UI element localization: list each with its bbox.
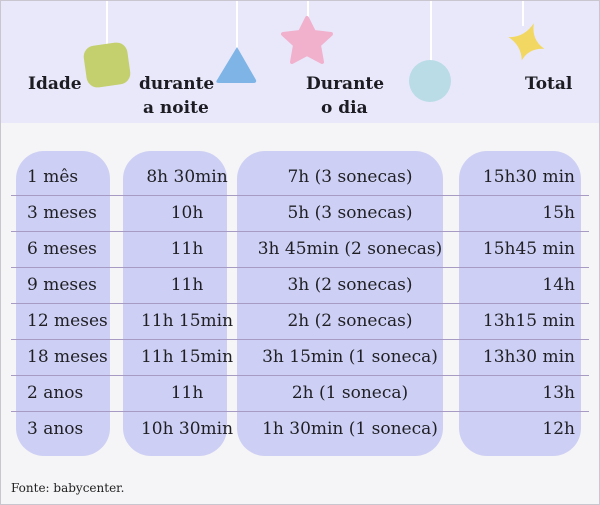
cell-total: 14h: [542, 275, 575, 295]
cell-day: 2h (1 soneca): [291, 383, 409, 403]
cell-total: 13h: [542, 383, 575, 403]
cell-day: 5h (3 sonecas): [287, 203, 413, 223]
yellow-star-toy-icon: [508, 23, 545, 61]
cell-total: 13h15 min: [482, 311, 575, 331]
cell-day: 2h (2 sonecas): [287, 311, 413, 331]
cell-total: 12h: [542, 419, 575, 439]
table-row: 1 mês 8h 30min 7h (3 sonecas) 15h30 min: [11, 159, 589, 195]
header-age: Idade: [28, 74, 82, 94]
cell-age: 3 meses: [27, 203, 97, 223]
cell-total: 15h30 min: [482, 167, 575, 187]
header-night-line1: durante: [139, 74, 215, 94]
cell-night: 10h 30min: [140, 419, 234, 439]
cell-night: 11h 15min: [140, 347, 234, 367]
cell-night: 8h 30min: [146, 167, 228, 187]
row-divider: [11, 195, 589, 196]
cell-age: 18 meses: [27, 347, 108, 367]
cell-night: 11h: [170, 275, 204, 295]
cell-night: 11h: [170, 239, 204, 259]
table-row: 12 meses 11h 15min 2h (2 sonecas) 13h15 …: [11, 303, 589, 339]
table-row: 6 meses 11h 3h 45min (2 sonecas) 15h45 m…: [11, 231, 589, 267]
row-divider: [11, 231, 589, 232]
square-toy-icon: [83, 42, 131, 88]
hanger-string: [236, 1, 238, 51]
cell-total: 15h: [542, 203, 575, 223]
source-note: Fonte: babycenter.: [11, 481, 125, 495]
cell-age: 12 meses: [27, 311, 108, 331]
pink-star-toy-icon: [281, 16, 333, 64]
header-total: Total: [525, 74, 573, 94]
cell-total: 13h30 min: [482, 347, 575, 367]
table-row: 9 meses 11h 3h (2 sonecas) 14h: [11, 267, 589, 303]
hanger-string: [522, 1, 524, 26]
cell-day: 3h 45min (2 sonecas): [257, 239, 443, 259]
hanger-string: [106, 1, 108, 51]
hanger-string: [430, 1, 432, 61]
hanger-string: [307, 1, 309, 21]
cell-age: 3 anos: [27, 419, 84, 439]
cell-age: 2 anos: [27, 383, 84, 403]
cell-night: 10h: [170, 203, 204, 223]
header-day-line2: o dia: [321, 98, 368, 118]
circle-toy-icon: [409, 60, 451, 102]
cell-day: 3h (2 sonecas): [287, 275, 413, 295]
cell-total: 15h45 min: [482, 239, 575, 259]
cell-night: 11h 15min: [140, 311, 234, 331]
cell-age: 6 meses: [27, 239, 97, 259]
header-day-line1: Durante: [306, 74, 385, 94]
table-row: 3 anos 10h 30min 1h 30min (1 soneca) 12h: [11, 411, 589, 447]
table-row: 18 meses 11h 15min 3h 15min (1 soneca) 1…: [11, 339, 589, 375]
cell-day: 7h (3 sonecas): [287, 167, 413, 187]
cell-night: 11h: [170, 383, 204, 403]
row-divider: [11, 411, 589, 412]
row-divider: [11, 303, 589, 304]
row-divider: [11, 339, 589, 340]
cell-age: 9 meses: [27, 275, 97, 295]
hanging-toys-illustration: [83, 16, 545, 102]
header-night-line2: a noite: [143, 98, 209, 118]
table-row: 3 meses 10h 5h (3 sonecas) 15h: [11, 195, 589, 231]
cell-day: 1h 30min (1 soneca): [262, 419, 438, 439]
row-divider: [11, 375, 589, 376]
triangle-toy-icon: [216, 47, 257, 83]
header-band: Idade durante a noite Durante o dia Tota…: [1, 1, 599, 123]
table-row: 2 anos 11h 2h (1 soneca) 13h: [11, 375, 589, 411]
cell-day: 3h 15min (1 soneca): [262, 347, 438, 367]
cell-age: 1 mês: [27, 167, 79, 187]
row-divider: [11, 267, 589, 268]
